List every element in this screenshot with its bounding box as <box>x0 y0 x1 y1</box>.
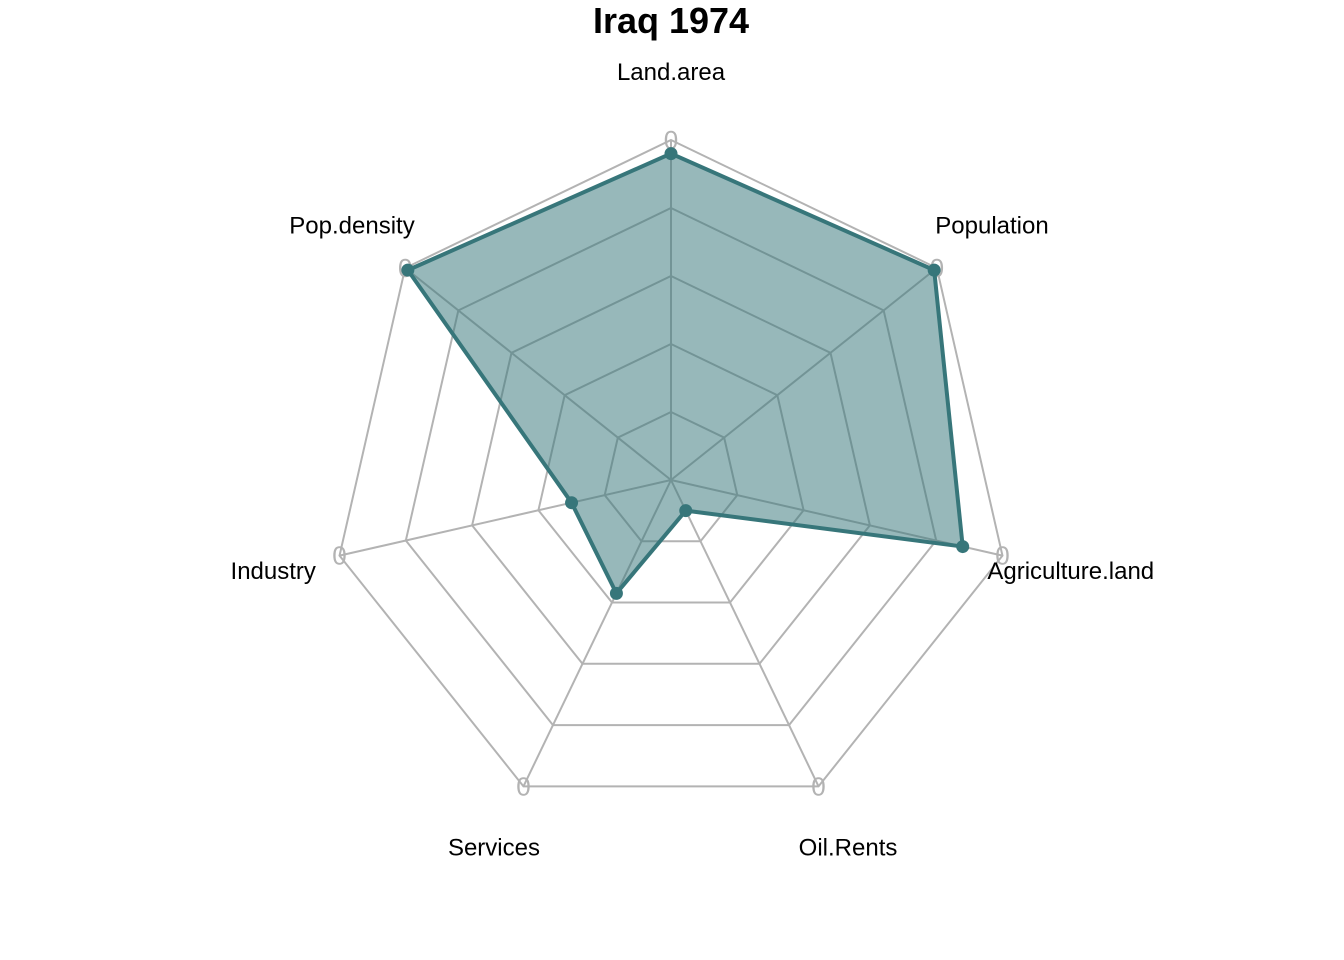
data-point-industry <box>565 496 579 510</box>
radar-series <box>401 147 970 600</box>
chart-title: Iraq 1974 <box>593 0 749 41</box>
tick-label-3: 0 <box>811 771 825 801</box>
grid-ring-5 <box>338 138 1004 788</box>
tick-label-5: 0 <box>332 541 346 571</box>
axis-label-oil-rents: Oil.Rents <box>799 835 898 862</box>
tick-label-0: 0 <box>664 125 678 155</box>
grid-spoke-3 <box>670 479 820 787</box>
data-point-oil-rents <box>679 504 693 518</box>
axis-label-population: Population <box>935 213 1048 240</box>
axis-labels: Land.area Population Agriculture.land Oil.R… <box>231 59 1155 862</box>
axis-label-pop-density: Pop.density <box>289 213 414 240</box>
axis-label-land-area: Land.area <box>617 59 726 86</box>
tick-label-4: 0 <box>516 771 530 801</box>
axis-label-industry: Industry <box>231 558 316 585</box>
tick-label-2: 0 <box>995 541 1009 571</box>
axis-label-services: Services <box>448 835 540 862</box>
axis-label-agriculture-land: Agriculture.land <box>987 558 1154 585</box>
data-point-land-area <box>664 147 678 161</box>
data-point-agriculture-land <box>956 540 970 554</box>
data-point-population <box>927 263 941 277</box>
data-point-services <box>609 586 623 600</box>
series-area <box>405 151 965 596</box>
data-point-pop-density <box>401 263 415 277</box>
